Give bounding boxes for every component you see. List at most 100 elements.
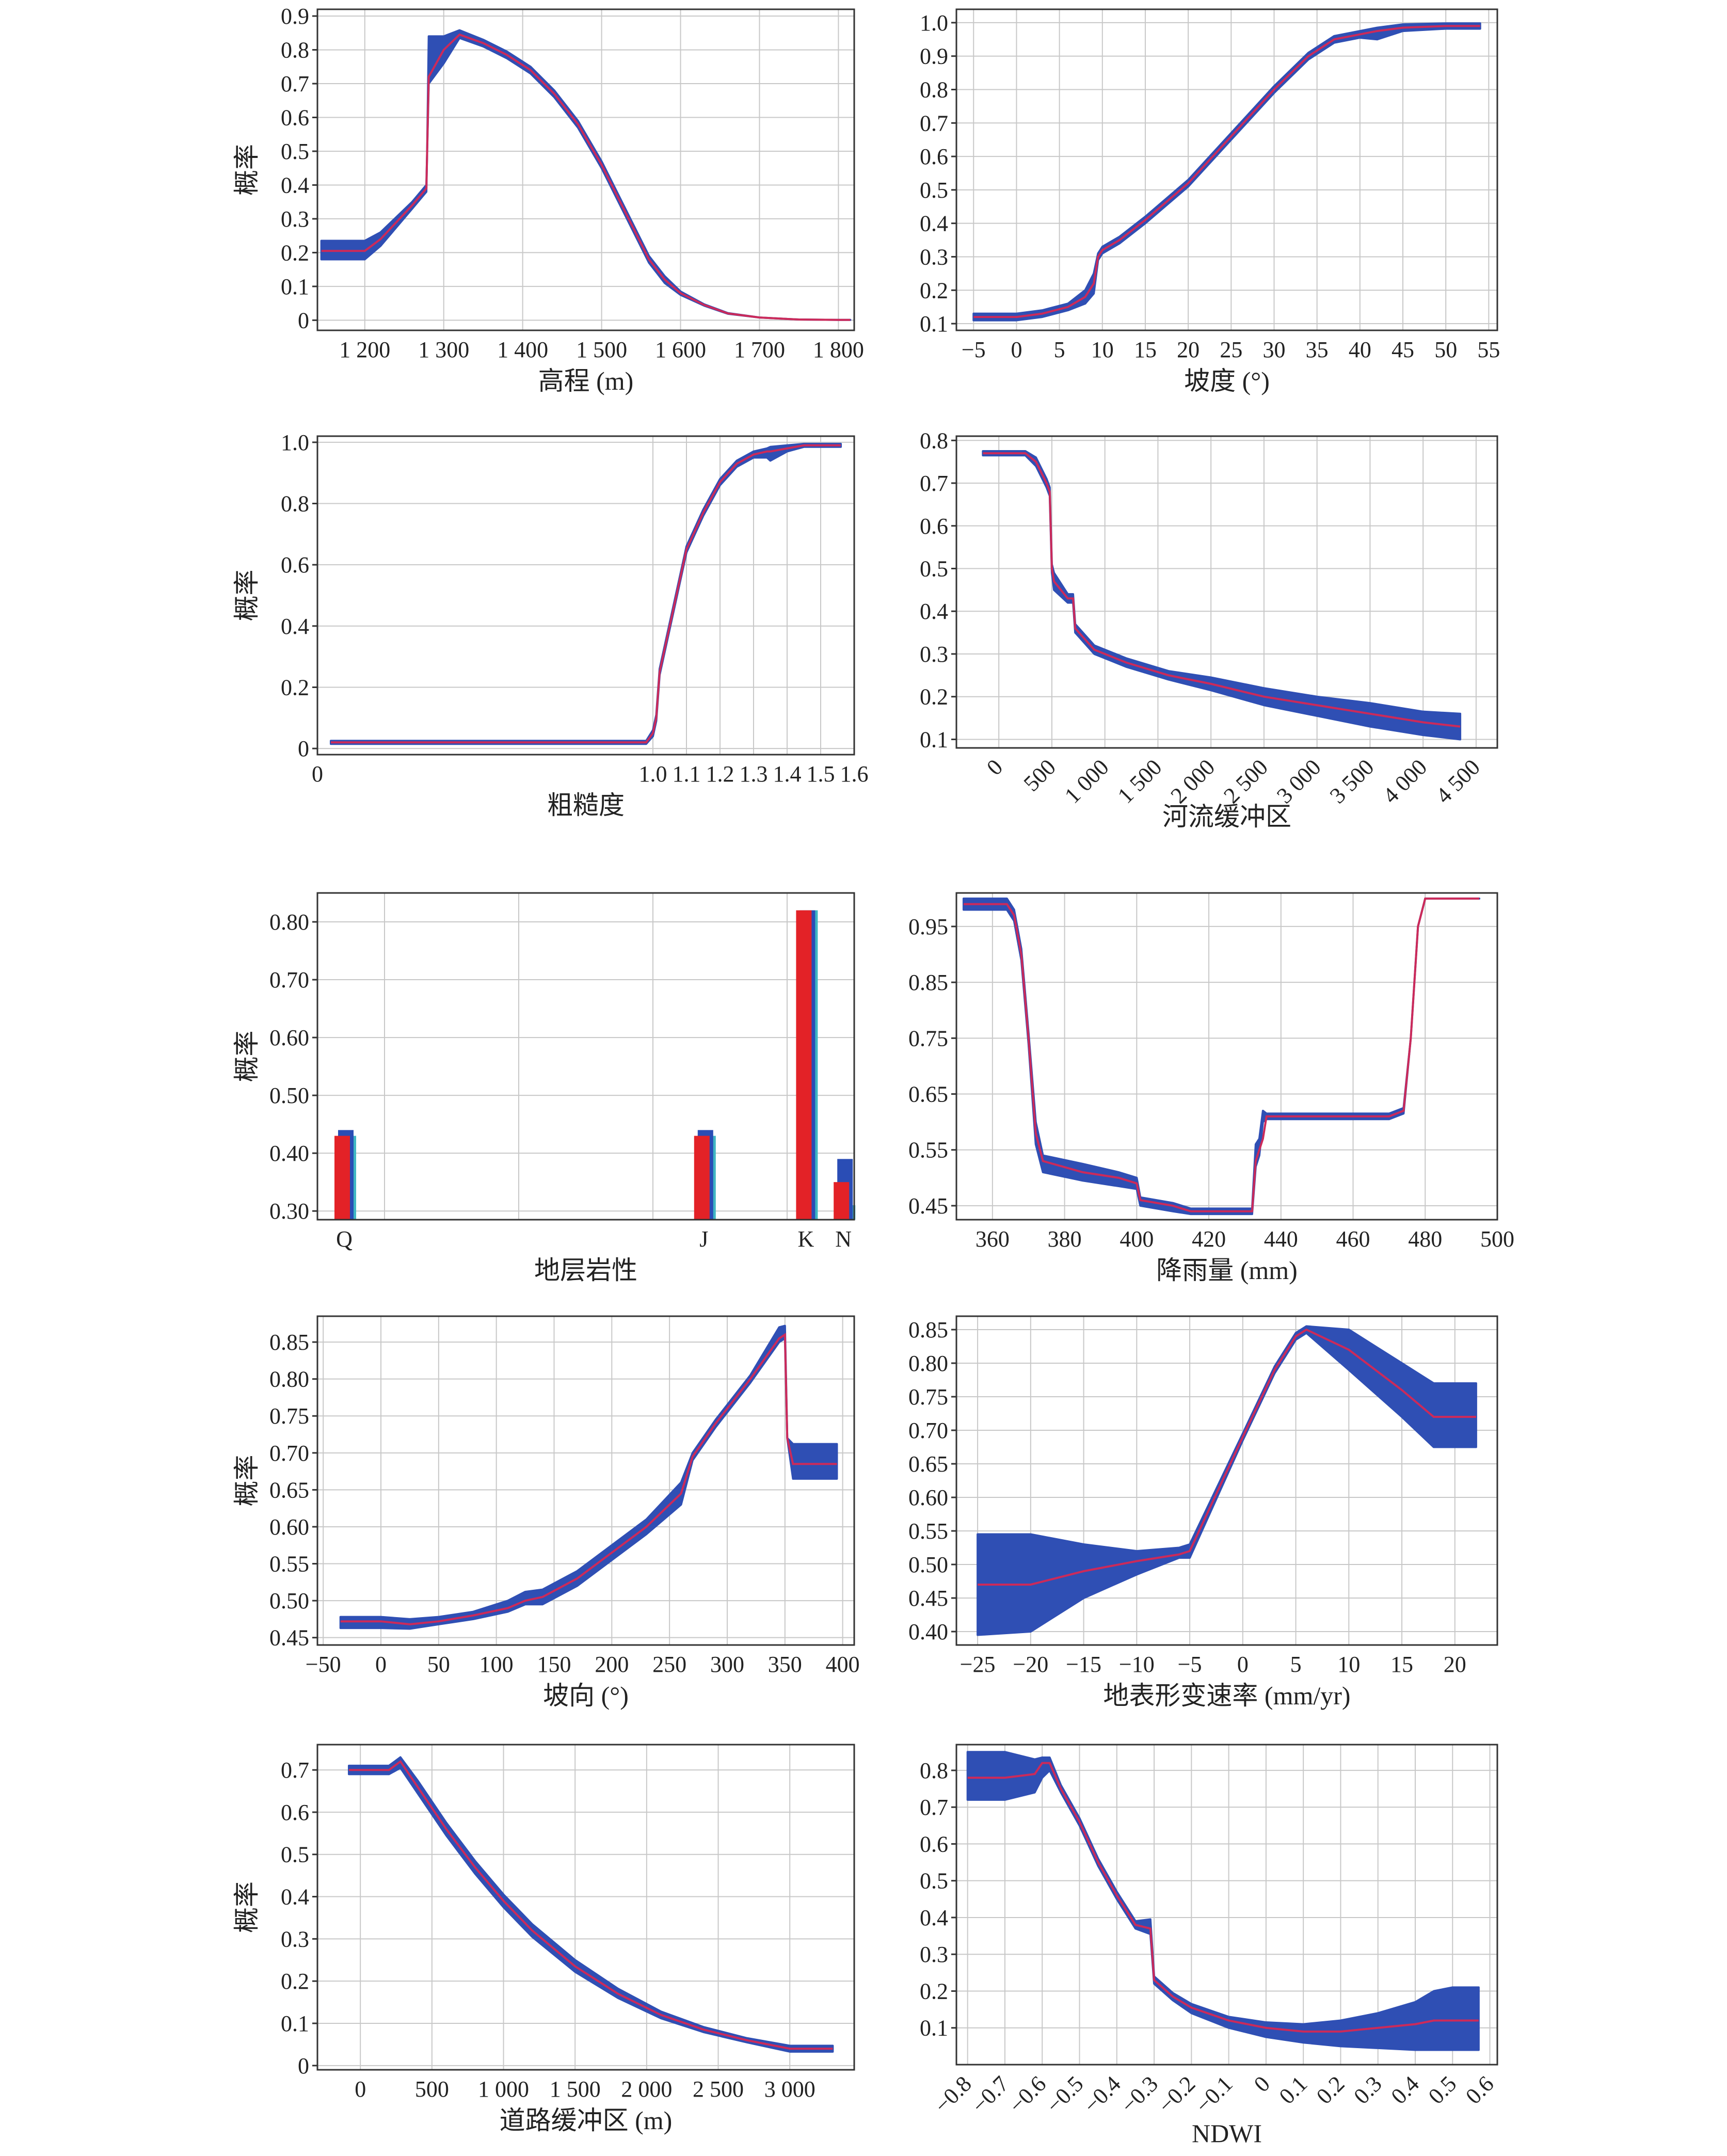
x-tick-label: 1 400 — [497, 337, 548, 362]
x-tick-label: 0 — [1249, 2071, 1275, 2097]
x-tick-label: −0.4 — [1079, 2071, 1126, 2118]
y-tick-label: 0.4 — [920, 1905, 948, 1930]
x-tick-label: 45 — [1392, 337, 1414, 362]
y-tick-label: 0.80 — [269, 1367, 309, 1392]
x-tick-label: 1 000 — [478, 2077, 529, 2102]
y-tick-label: 0 — [298, 2053, 309, 2079]
x-axis-label: 粗糙度 — [547, 791, 625, 820]
x-tick-label: −0.7 — [967, 2071, 1014, 2118]
x-axis-label: 高程 (m) — [538, 366, 634, 395]
chart-slope: −5 0 5 10 15 20 25 30 35 40 45 50 55 0.1 0.2 0.3 0.4 0.5 0… — [920, 8, 1500, 395]
y-tick-label: 0.80 — [908, 1351, 948, 1376]
x-tick-label: 1 200 — [339, 337, 390, 362]
y-tick-label: 0.1 — [281, 2011, 309, 2036]
x-tick-label: 5 — [1054, 337, 1065, 362]
x-tick-label: 480 — [1408, 1226, 1442, 1252]
y-tick-label: 0.4 — [281, 1884, 309, 1910]
x-tick-label: 0.3 — [1349, 2071, 1387, 2109]
x-axis-label: 地表形变速率 (mm/yr) — [1103, 1681, 1350, 1710]
y-tick-label: 1.0 — [281, 430, 309, 455]
x-tick-label: 2 000 — [1166, 754, 1220, 808]
confidence-band — [982, 450, 1462, 741]
confidence-band — [966, 1751, 1480, 2051]
series-line — [978, 1328, 1476, 1586]
x-tick-label: 200 — [595, 1652, 629, 1677]
y-tick-label: 0.55 — [269, 1552, 309, 1577]
x-axis-label: 道路缓冲区 (m) — [500, 2106, 673, 2135]
y-tick-label: 0.75 — [908, 1384, 948, 1410]
x-tick-label: 1 800 — [813, 337, 864, 362]
y-tick-label: 0.8 — [920, 1758, 948, 1783]
chart-roughness: 0 1.0 1.1 1.2 1.3 1.4 1.5 1.600.20.40.60.81.0粗糙… — [232, 430, 869, 820]
y-tick-label: 0.1 — [920, 311, 948, 337]
x-tick-label: 0.1 — [1274, 2071, 1313, 2109]
x-tick-label: 25 — [1220, 337, 1242, 362]
y-tick-label: 0.60 — [908, 1485, 948, 1510]
y-tick-label: 0.50 — [269, 1588, 309, 1614]
series-line — [349, 1760, 833, 2050]
x-tick-label: K — [798, 1226, 814, 1252]
y-tick-label: 0.50 — [908, 1552, 948, 1577]
y-tick-label: 0.65 — [908, 1082, 948, 1107]
x-tick-label: 30 — [1262, 337, 1285, 362]
y-tick-label: 0.45 — [908, 1586, 948, 1611]
x-tick-label: 500 — [1480, 1226, 1514, 1252]
x-tick-label: −15 — [1066, 1652, 1101, 1677]
x-tick-label: 150 — [537, 1652, 571, 1677]
y-tick-label: 0.80 — [269, 909, 309, 935]
y-tick-label: 0.45 — [908, 1193, 948, 1219]
confidence-band — [972, 22, 1481, 322]
x-tick-label: 0 — [375, 1652, 387, 1677]
y-tick-label: 0.4 — [281, 614, 309, 639]
x-tick-label: −50 — [306, 1652, 341, 1677]
y-tick-label: 0.60 — [269, 1514, 309, 1540]
y-tick-label: 0.40 — [908, 1619, 948, 1644]
y-tick-label: 0.2 — [281, 1969, 309, 1994]
y-axis-label: 概率 — [232, 1455, 261, 1507]
plot-frame — [316, 892, 855, 1221]
x-tick-label: 2 500 — [1219, 754, 1273, 808]
bar-red — [834, 1182, 850, 1220]
y-tick-label: 0.3 — [920, 1942, 948, 1967]
y-tick-label: 0.60 — [269, 1025, 309, 1050]
y-tick-label: 0.85 — [908, 970, 948, 995]
y-axis-label: 概率 — [232, 144, 261, 196]
y-tick-label: 0.55 — [908, 1138, 948, 1163]
x-tick-label: 1.1 — [673, 761, 701, 787]
x-tick-label: 0 — [1237, 1652, 1249, 1677]
x-tick-label: 15 — [1134, 337, 1157, 362]
y-tick-label: 0.7 — [920, 1795, 948, 1820]
x-tick-label: 420 — [1192, 1226, 1226, 1252]
x-tick-label: 20 — [1444, 1652, 1466, 1677]
x-axis-label: 河流缓冲区 — [1162, 802, 1291, 831]
x-tick-label: 460 — [1336, 1226, 1370, 1252]
chart-deformation: −25 −20 −15 −10 −5 0 5 10 15 20 0.40 0.45 0.50 0.55 0.… — [908, 1315, 1498, 1710]
x-tick-label: 250 — [652, 1652, 686, 1677]
chart-rainfall: 360 380 400 420 440 460 480 500 0.45 0.55 0.65 0.75… — [908, 892, 1514, 1285]
x-tick-label: 1 500 — [1113, 754, 1167, 808]
x-tick-label: 0 — [1011, 337, 1022, 362]
x-tick-label: −25 — [960, 1652, 996, 1677]
y-tick-label: 0.5 — [920, 178, 948, 203]
x-tick-label: 0.6 — [1461, 2071, 1499, 2109]
plot-frame — [316, 1744, 855, 2071]
y-tick-label: 0.3 — [920, 642, 948, 667]
x-tick-label: −0.1 — [1191, 2071, 1238, 2118]
y-tick-label: 0.5 — [920, 1868, 948, 1894]
y-tick-label: 0.5 — [920, 556, 948, 581]
y-tick-label: 0.4 — [920, 211, 948, 236]
x-axis-label: 坡度 (°) — [1184, 366, 1270, 395]
x-tick-label: 2 500 — [693, 2077, 744, 2102]
y-tick-label: 0.8 — [281, 491, 309, 517]
x-tick-label: 10 — [1091, 337, 1114, 362]
y-tick-label: 0.5 — [281, 1842, 309, 1867]
chart-road-buffer: 0 500 1 000 1 500 2 000 2 500 3 000 0 0.1 0.2 0.3 0… — [232, 1744, 855, 2135]
x-tick-label: 40 — [1349, 337, 1371, 362]
y-tick-label: 0.6 — [920, 1831, 948, 1857]
series-line — [973, 25, 1480, 318]
x-tick-label: 3 000 — [1272, 754, 1326, 808]
confidence-band — [977, 1325, 1477, 1636]
bar-red — [694, 1136, 710, 1220]
x-tick-label: 15 — [1390, 1652, 1413, 1677]
